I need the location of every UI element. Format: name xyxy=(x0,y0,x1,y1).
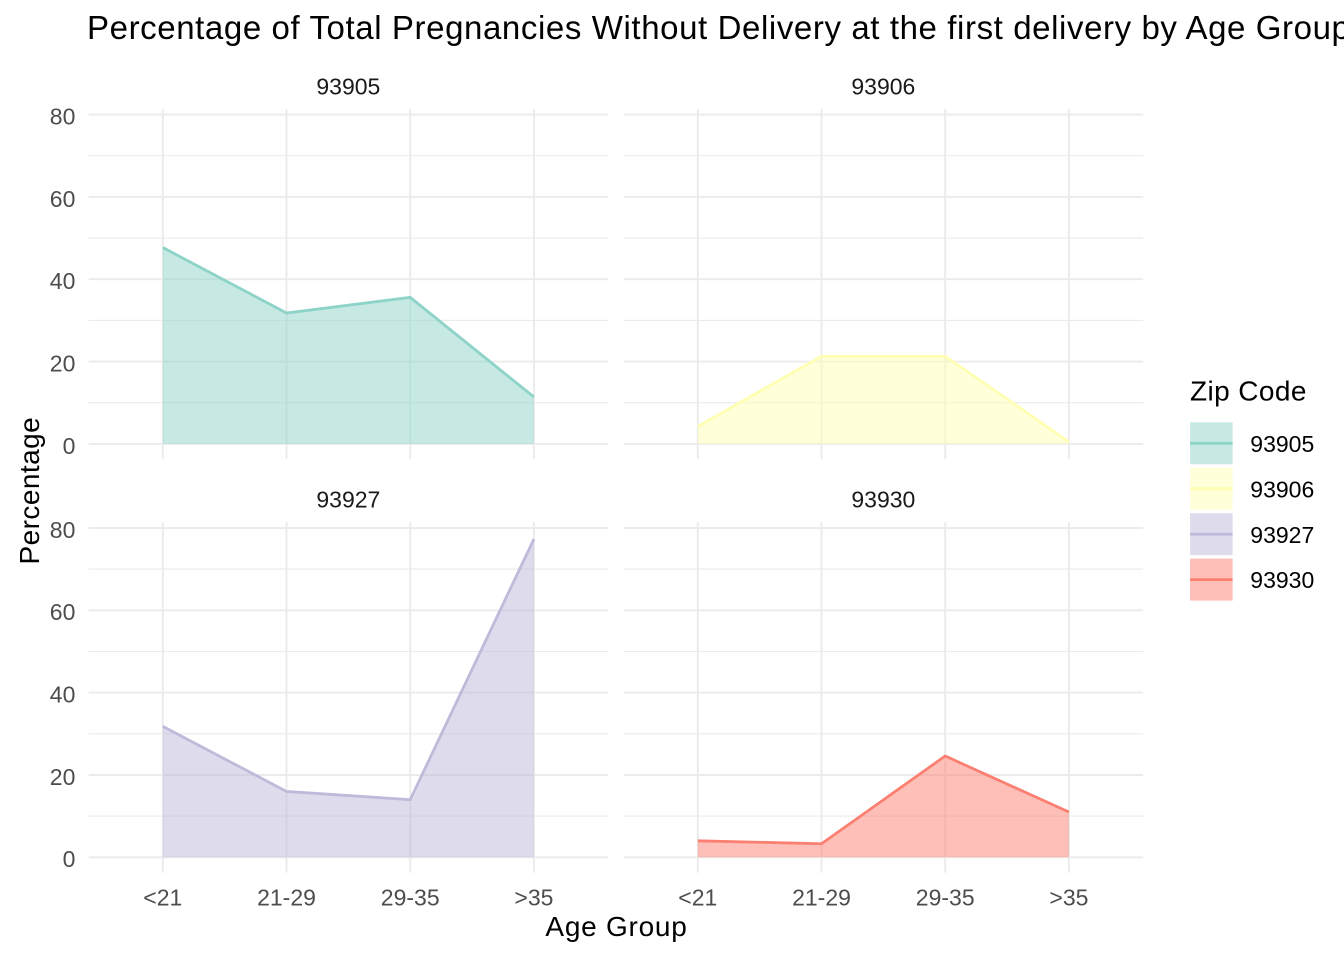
svg-text:>35: >35 xyxy=(514,885,553,911)
svg-text:93927: 93927 xyxy=(316,487,380,513)
svg-text:29-35: 29-35 xyxy=(381,885,440,911)
svg-text:60: 60 xyxy=(50,186,76,212)
svg-text:93905: 93905 xyxy=(1250,431,1314,457)
svg-text:<21: <21 xyxy=(678,885,717,911)
svg-text:93930: 93930 xyxy=(851,487,915,513)
svg-text:93906: 93906 xyxy=(851,73,915,99)
svg-text:>35: >35 xyxy=(1049,885,1088,911)
svg-text:93930: 93930 xyxy=(1250,567,1314,593)
svg-text:80: 80 xyxy=(50,517,76,543)
svg-text:40: 40 xyxy=(50,268,76,294)
svg-text:Age Group: Age Group xyxy=(545,911,687,942)
svg-text:60: 60 xyxy=(50,599,76,625)
svg-text:0: 0 xyxy=(63,433,76,459)
svg-text:93906: 93906 xyxy=(1250,476,1314,502)
svg-text:Percentage of Total Pregnancie: Percentage of Total Pregnancies Without … xyxy=(87,9,1344,46)
svg-text:93927: 93927 xyxy=(1250,522,1314,548)
svg-text:Percentage: Percentage xyxy=(14,417,45,565)
svg-text:0: 0 xyxy=(63,846,76,872)
svg-text:29-35: 29-35 xyxy=(916,885,975,911)
svg-text:20: 20 xyxy=(50,764,76,790)
svg-text:20: 20 xyxy=(50,351,76,377)
svg-text:80: 80 xyxy=(50,104,76,130)
svg-text:21-29: 21-29 xyxy=(792,885,851,911)
svg-text:40: 40 xyxy=(50,682,76,708)
svg-text:21-29: 21-29 xyxy=(257,885,316,911)
svg-text:<21: <21 xyxy=(143,885,182,911)
svg-text:93905: 93905 xyxy=(316,73,380,99)
svg-text:Zip Code: Zip Code xyxy=(1190,375,1307,406)
